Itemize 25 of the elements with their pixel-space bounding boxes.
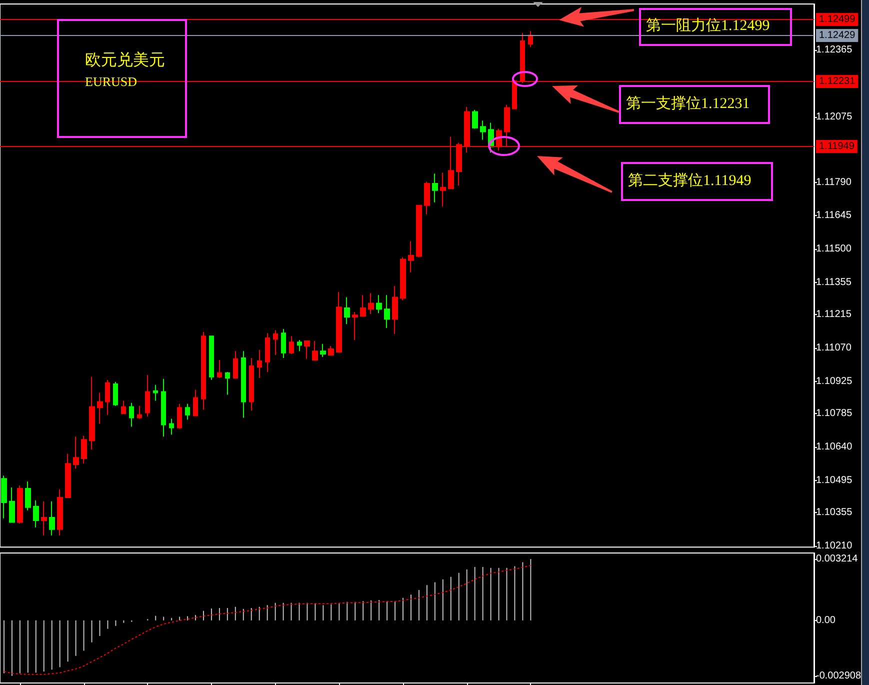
y-tick-label: 1.11070 xyxy=(816,342,852,354)
annotation: 第一阻力位1.12499 xyxy=(646,18,770,34)
y-tick-label: 1.12075 xyxy=(816,111,853,122)
y-tick-label: 1.11645 xyxy=(816,210,852,222)
ref-line-label: 1.11949 xyxy=(819,141,855,152)
ref-line-label: 1.12429 xyxy=(819,30,856,41)
y-tick-label: 1.11790 xyxy=(816,176,852,188)
y-tick-label: 1.10785 xyxy=(816,408,853,420)
y-tick-label: 0.003214 xyxy=(816,554,858,565)
annotation: 第一支撑位1.12231 xyxy=(626,96,750,112)
y-tick-label: 1.10495 xyxy=(816,474,853,486)
y-tick-label: 0.00 xyxy=(816,614,836,626)
y-tick-label: 1.12365 xyxy=(816,44,853,56)
y-tick-label: 1.11215 xyxy=(816,309,852,320)
annotation: 第二支撑位1.11949 xyxy=(628,172,752,189)
y-tick-label: 1.11500 xyxy=(816,244,852,255)
y-tick-label: 1.10355 xyxy=(816,507,853,518)
ref-line-label: 1.12231 xyxy=(819,76,856,87)
text: 欧元兑美元 xyxy=(85,52,165,70)
y-tick-label: 1.10640 xyxy=(816,442,853,453)
ref-line-label: 1.12499 xyxy=(819,14,856,25)
y-tick-label: 1.10210 xyxy=(816,540,853,552)
y-tick-label: 1.11355 xyxy=(816,276,852,288)
y-tick-label: 1.10925 xyxy=(816,376,853,387)
y-tick-label: -0.002908 xyxy=(816,670,862,682)
